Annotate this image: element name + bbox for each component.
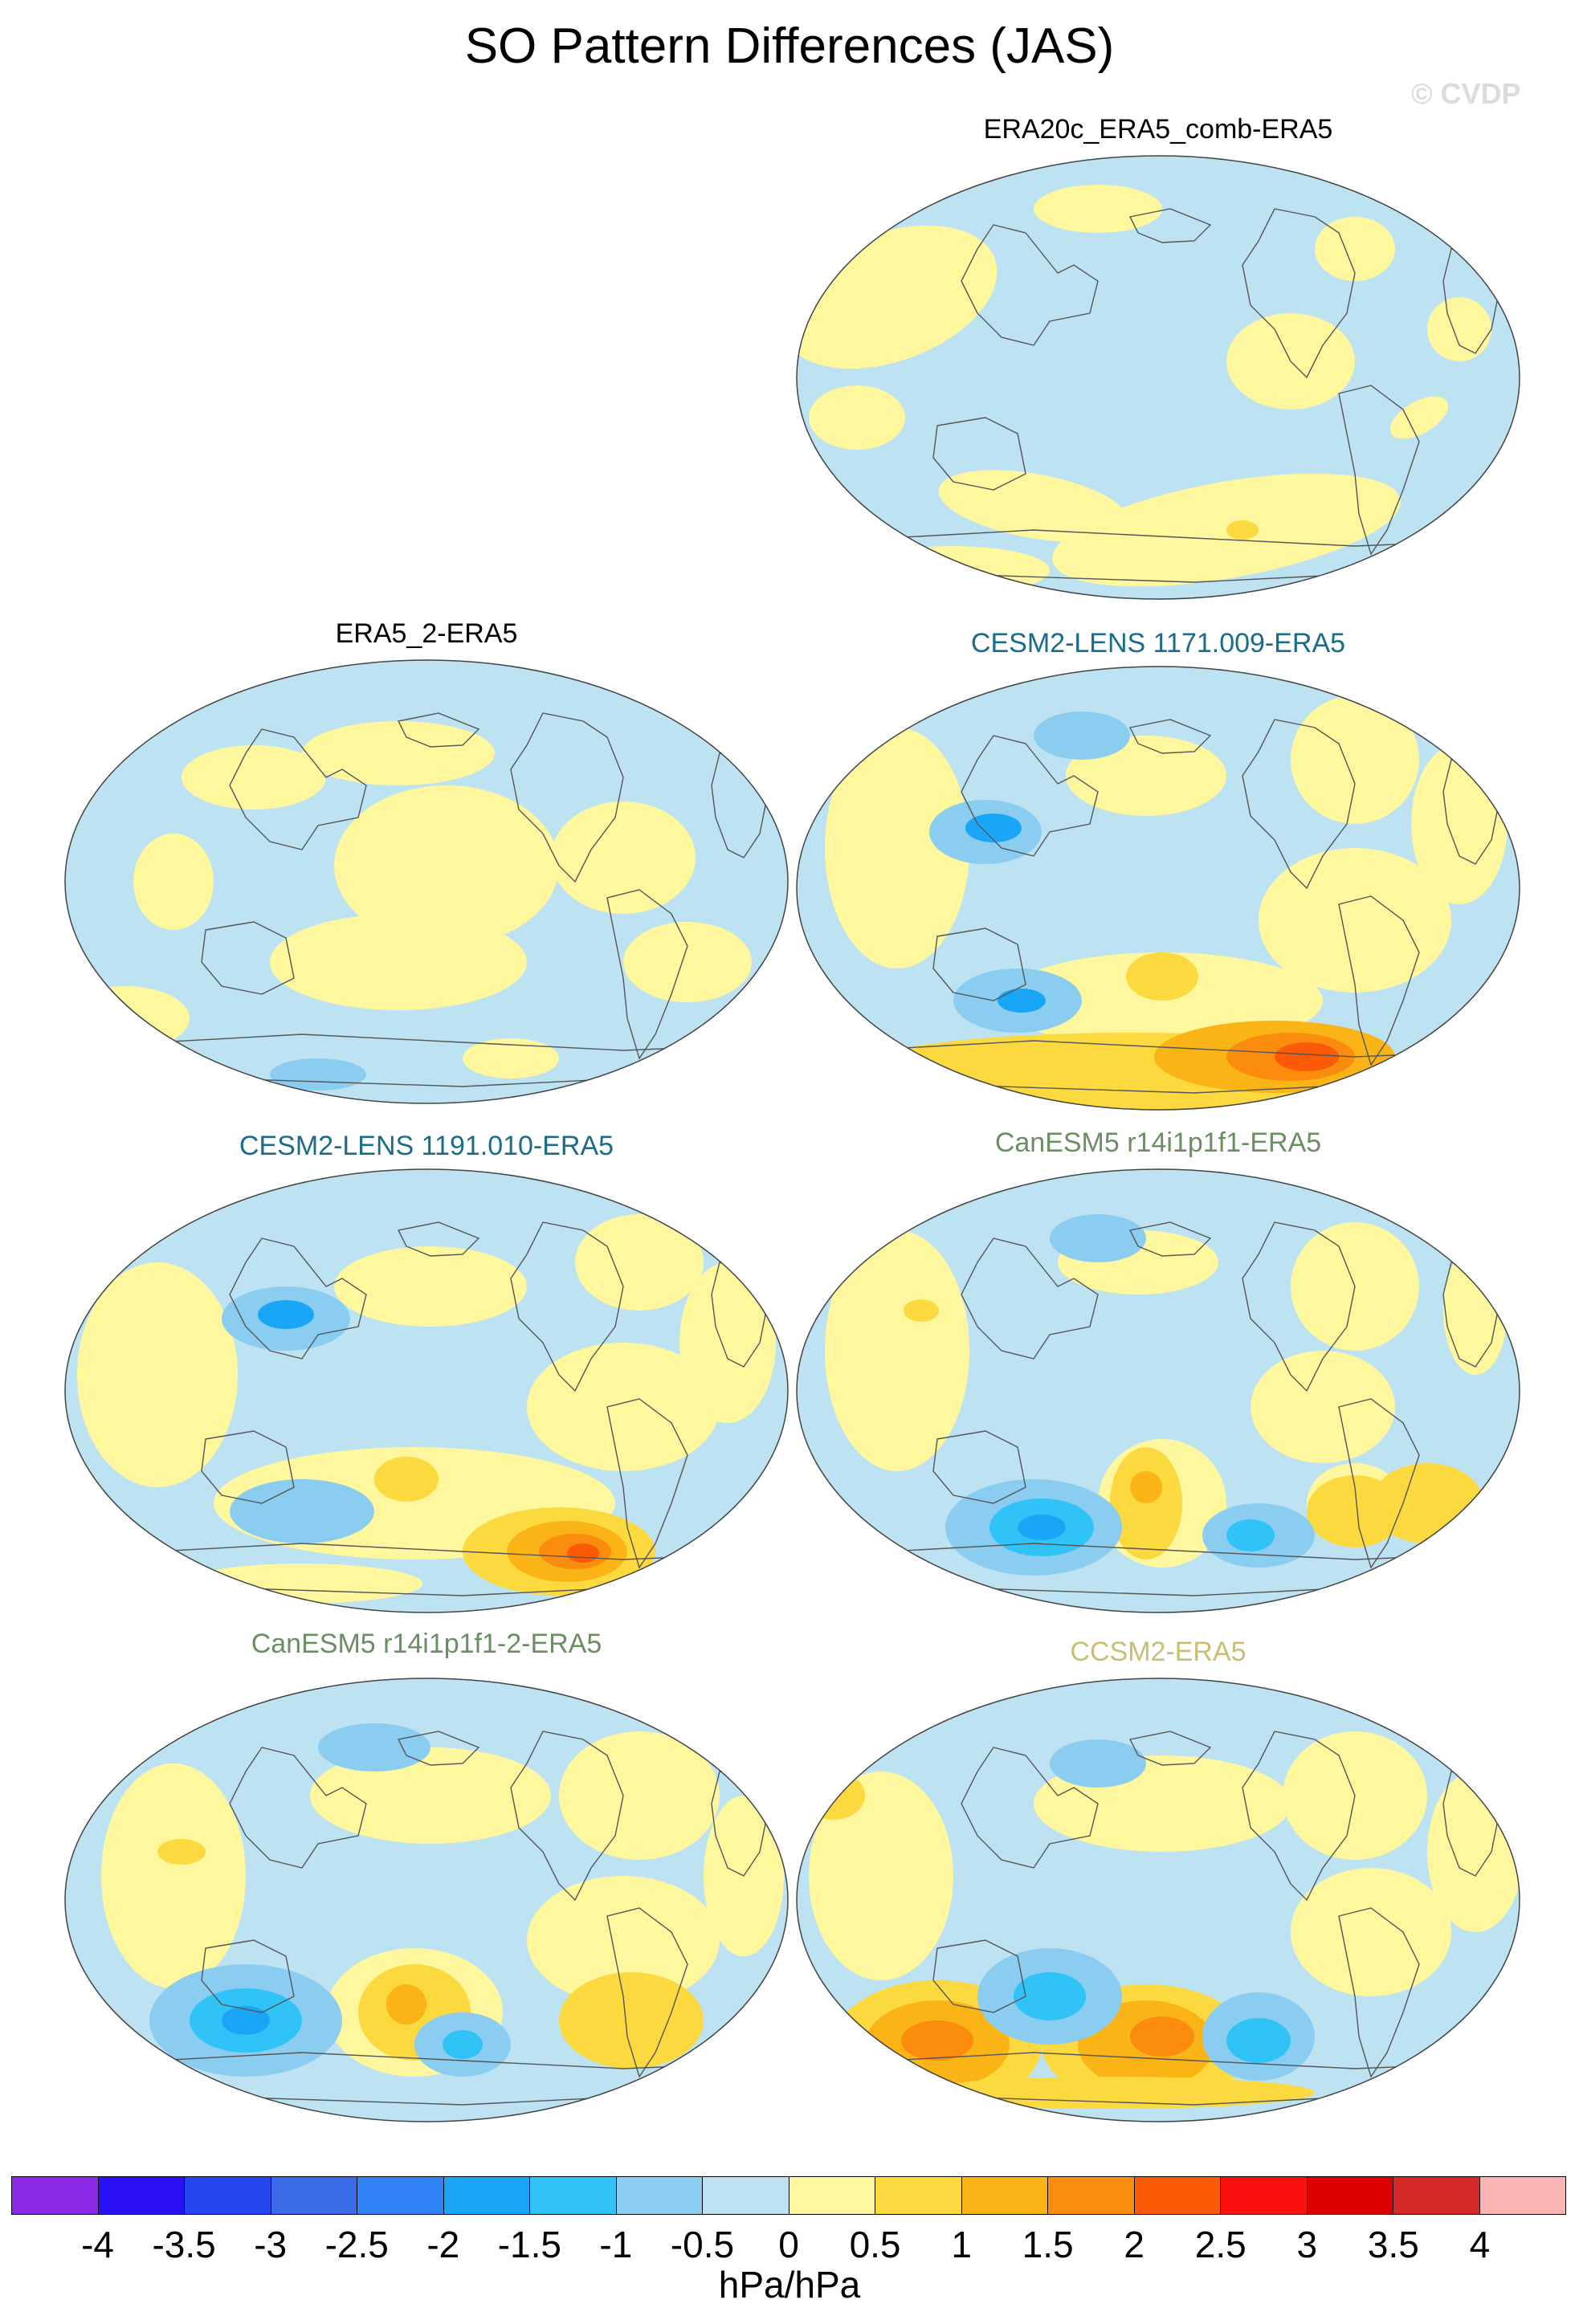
colorbar-tick-label: 3 (1296, 2224, 1318, 2265)
colorbar-tick-label: -4 (81, 2224, 114, 2265)
colorbar-tick-label: -1.5 (497, 2224, 561, 2265)
colorbar-tick-label: 2.5 (1194, 2224, 1246, 2265)
figure-title: SO Pattern Differences (JAS) (464, 18, 1115, 74)
colorbar-swatch (961, 2177, 1048, 2214)
map-panel-canesm5 (796, 1168, 1520, 1613)
panel-title-ccsm2: CCSM2-ERA5 (1070, 1637, 1246, 1667)
colorbar-tick-label: 1.5 (1022, 2224, 1074, 2265)
colorbar-tick-label: 3.5 (1367, 2224, 1419, 2265)
colorbar-tick-label: 0.5 (849, 2224, 901, 2265)
panel-title-era20c: ERA20c_ERA5_comb-ERA5 (983, 114, 1333, 145)
colorbar-tick-label: -3.5 (152, 2224, 216, 2265)
panel-title-canesm5-2: CanESM5 r14i1p1f1-2-ERA5 (251, 1629, 602, 1659)
colorbar-swatch (789, 2177, 875, 2214)
colorbar-swatch (875, 2177, 962, 2214)
colorbar-tick-label: 2 (1124, 2224, 1145, 2265)
colorbar (11, 2176, 1566, 2215)
map-panel-cesm2-1171 (796, 666, 1520, 1111)
panel-title-era5-2: ERA5_2-ERA5 (335, 618, 518, 649)
panel-title-cesm2-1171: CESM2-LENS 1171.009-ERA5 (970, 628, 1346, 658)
colorbar-tick-label: -1 (599, 2224, 633, 2265)
colorbar-swatch (703, 2177, 790, 2214)
colorbar-swatch (271, 2177, 357, 2214)
colorbar-swatch (12, 2177, 99, 2214)
colorbar-swatch (616, 2177, 703, 2214)
panel-title-canesm5: CanESM5 r14i1p1f1-ERA5 (994, 1127, 1322, 1158)
colorbar-swatch (98, 2177, 185, 2214)
colorbar-swatch (357, 2177, 444, 2214)
colorbar-units: hPa/hPa (718, 2264, 861, 2306)
colorbar-tick-label: 1 (951, 2224, 972, 2265)
colorbar-tick-label: -0.5 (670, 2224, 735, 2265)
colorbar-tick-label: 4 (1469, 2224, 1491, 2265)
colorbar-swatch (1134, 2177, 1221, 2214)
colorbar-tick-label: 0 (778, 2224, 799, 2265)
map-panel-era5-2 (64, 659, 789, 1104)
colorbar-swatch (443, 2177, 530, 2214)
map-panel-ccsm2 (796, 1678, 1520, 2122)
colorbar-swatch (1048, 2177, 1135, 2214)
colorbar-swatch (1307, 2177, 1393, 2214)
colorbar-tick-label: -2.5 (324, 2224, 389, 2265)
colorbar-tick-label: -2 (426, 2224, 460, 2265)
panel-title-cesm2-1191: CESM2-LENS 1191.010-ERA5 (239, 1131, 614, 1161)
colorbar-swatch (185, 2177, 271, 2214)
cvdp-watermark: © CVDP (1411, 77, 1521, 110)
colorbar-swatch (1393, 2177, 1480, 2214)
colorbar-tick-label: -3 (254, 2224, 288, 2265)
map-panel-era20c (796, 155, 1520, 600)
colorbar-swatch (1479, 2177, 1565, 2214)
colorbar-swatch (530, 2177, 617, 2214)
map-panel-canesm5-2 (64, 1678, 789, 2122)
colorbar-swatch (1221, 2177, 1308, 2214)
map-panel-cesm2-1191 (64, 1168, 789, 1613)
